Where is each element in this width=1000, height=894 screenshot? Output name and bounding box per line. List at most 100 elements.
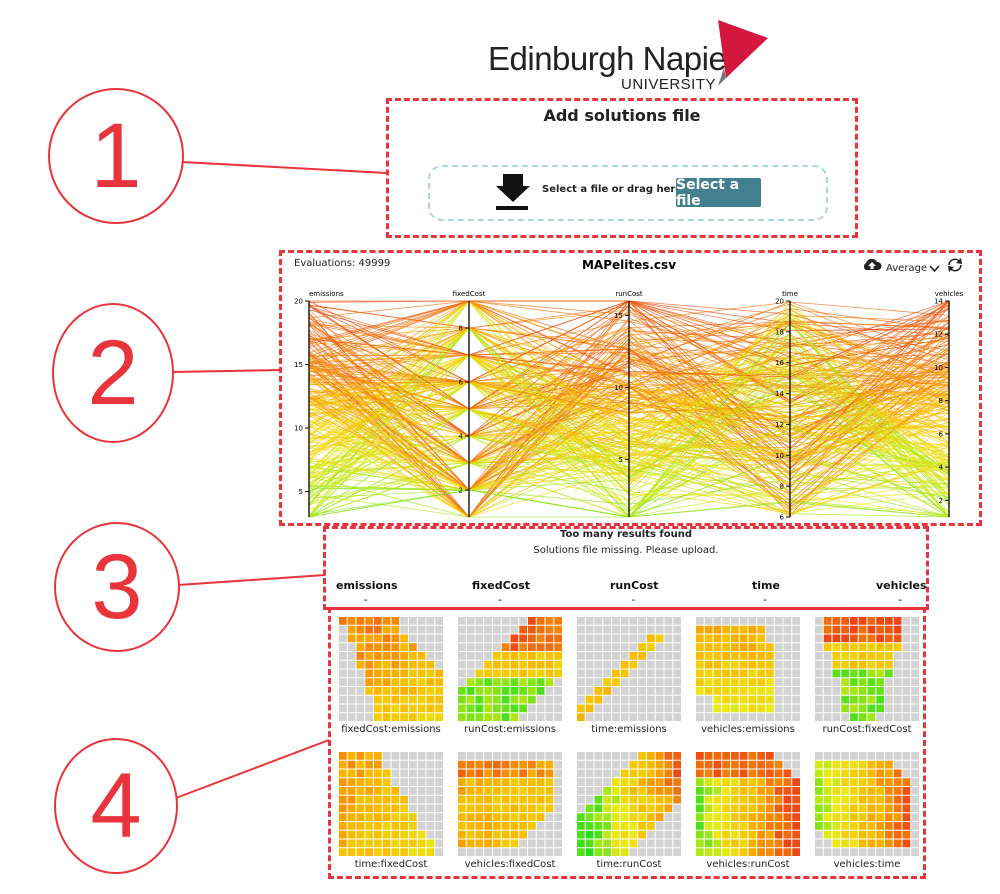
heatmap-cell (713, 778, 722, 786)
aggregate-select[interactable]: Average (886, 263, 928, 274)
objective-value: - (363, 593, 368, 606)
heatmap-cell (774, 830, 783, 839)
heatmap-cell (475, 822, 484, 830)
heatmap-cell (902, 669, 911, 678)
heatmap-cell (594, 795, 603, 804)
heatmap-cell (347, 778, 356, 786)
cloud-upload-icon[interactable] (862, 257, 882, 272)
heatmap-cell (655, 778, 664, 786)
heatmap-cell (501, 804, 510, 813)
heatmap-cell (391, 669, 400, 678)
heatmap-label: time:fixedCost (354, 859, 428, 870)
heatmap-cell (519, 669, 527, 678)
heatmap-cell (374, 713, 382, 721)
heatmap-cell (664, 660, 673, 669)
heatmap-cell (850, 795, 858, 804)
heatmap-cell (792, 778, 800, 786)
heatmap-cell (612, 822, 620, 830)
heatmap-cell (528, 634, 536, 643)
heatmap-cell (594, 787, 603, 795)
heatmap-cell (519, 678, 527, 686)
heatmap-cell (629, 769, 638, 778)
heatmap-cell (739, 695, 748, 704)
heatmap-cell (893, 643, 902, 651)
heatmap-cell (528, 695, 536, 704)
heatmap-cell (409, 669, 417, 678)
heatmap-cell (832, 778, 841, 786)
heatmap-cell (858, 830, 867, 839)
heatmap-cell (545, 643, 554, 651)
heatmap-cell (774, 839, 783, 848)
heatmap-cell (783, 839, 792, 848)
heatmap-cell (620, 804, 629, 813)
heatmap-cell (501, 760, 510, 769)
heatmap-cell (696, 669, 704, 678)
heatmap-cell (365, 795, 373, 804)
heatmap-cell (902, 795, 911, 804)
heatmap-cell (458, 660, 466, 669)
heatmap-cell (435, 617, 443, 625)
heatmap-cell (382, 839, 391, 848)
heatmap-cell (704, 713, 713, 721)
heatmap-cell (545, 830, 554, 839)
heatmap-cell (885, 704, 893, 713)
heatmap-cell (841, 752, 849, 760)
heatmap-cell (536, 822, 545, 830)
heatmap-cell (620, 669, 629, 678)
heatmap-cell (867, 830, 876, 839)
heatmap-cell (426, 778, 435, 786)
heatmap-cell (748, 822, 757, 830)
heatmap-cell (577, 769, 585, 778)
heatmap-cell (774, 704, 783, 713)
heatmap-cell (536, 695, 545, 704)
chevron-down-icon[interactable] (929, 265, 940, 273)
heatmap-cell (435, 804, 443, 813)
select-file-button[interactable]: Select a file (676, 177, 761, 209)
heatmap-cell (519, 769, 527, 778)
heatmap-cell (739, 678, 748, 686)
heatmap-cell (528, 839, 536, 848)
heatmap-cell (647, 643, 655, 651)
heatmap-cell (400, 822, 408, 830)
heatmap-cell (748, 687, 757, 695)
heatmap-cell (519, 634, 527, 643)
heatmap-cell (620, 634, 629, 643)
refresh-icon[interactable] (946, 257, 964, 273)
heatmap-cell (519, 660, 527, 669)
heatmap-cell (739, 652, 748, 660)
heatmap-cell (731, 787, 739, 795)
file-name: MAPelites.csv (581, 258, 677, 272)
heatmap-cell (867, 713, 876, 721)
heatmap-cell (484, 634, 492, 643)
heatmap-cell (704, 643, 713, 651)
heatmap-cell (655, 617, 664, 625)
heatmap-cell (603, 643, 611, 651)
heatmap-cell (722, 713, 730, 721)
heatmap-cell (748, 678, 757, 686)
heatmap-cell (858, 678, 867, 686)
heatmap-cell (435, 704, 443, 713)
heatmap-cell (391, 752, 400, 760)
heatmap-cell (696, 643, 704, 651)
heatmap-cell (493, 652, 501, 660)
heatmap-cell (382, 669, 391, 678)
heatmap-cell (417, 625, 426, 634)
heatmap-cell (731, 634, 739, 643)
heatmap-cell (536, 795, 545, 804)
heatmap-cell (739, 643, 748, 651)
heatmap-cell (823, 678, 832, 686)
heatmap-cell (647, 787, 655, 795)
heatmap-cell (792, 634, 800, 643)
heatmap-cell (458, 839, 466, 848)
heatmap-cell (417, 795, 426, 804)
heatmap-cell (647, 760, 655, 769)
heatmap-cell (554, 760, 562, 769)
heatmap-cell (774, 687, 783, 695)
heatmap-cell (629, 752, 638, 760)
heatmap-cell (528, 795, 536, 804)
heatmap-cell (713, 839, 722, 848)
heatmap-cell (655, 625, 664, 634)
file-dropzone[interactable] (428, 165, 828, 221)
heatmap-cell (911, 643, 919, 651)
